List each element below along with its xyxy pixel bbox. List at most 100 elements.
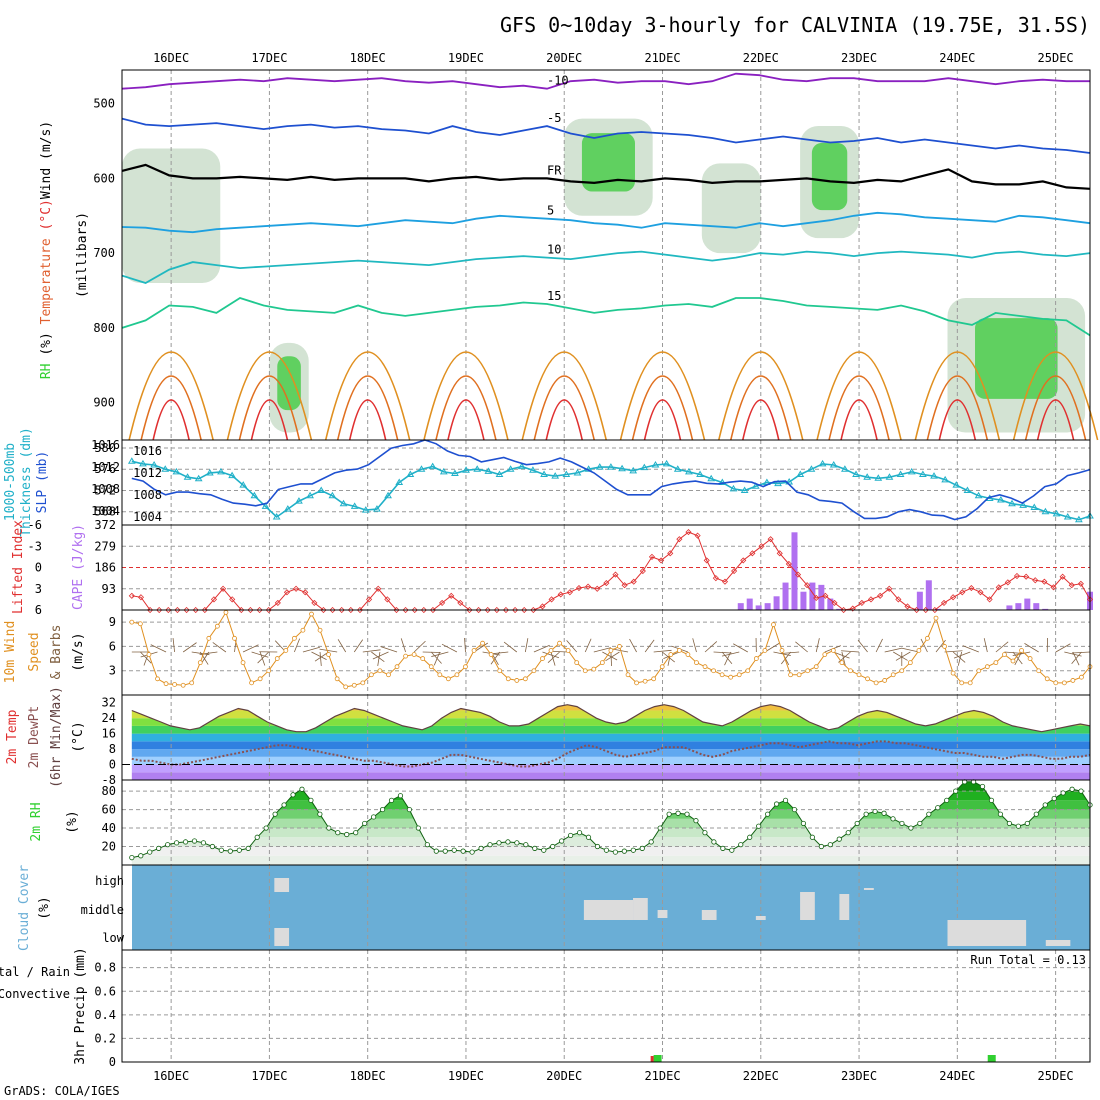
- wind-speed-point: [1044, 676, 1050, 682]
- rh-point: [227, 848, 233, 854]
- wind-speed-point: [505, 676, 511, 682]
- x-tick-label-bottom: 19DEC: [448, 1069, 484, 1083]
- warm-isotherm: [938, 399, 977, 441]
- wind-barb: [490, 651, 509, 655]
- wind-speed-point: [736, 672, 742, 678]
- lifted-index-point: [229, 596, 236, 603]
- wind-speed-point: [788, 672, 793, 678]
- wind-barb: [337, 639, 347, 653]
- rh-point: [532, 845, 538, 851]
- warm-isotherm: [140, 375, 202, 441]
- y-tick-label: 580: [94, 441, 116, 455]
- y-tick-label: 568: [94, 505, 116, 519]
- lifted-index-point: [475, 606, 482, 614]
- wind-barb: [431, 651, 449, 657]
- thickness-point: [718, 478, 727, 485]
- rh-y-label-1: 2m RH: [29, 802, 44, 841]
- lifted-index-point: [274, 599, 281, 606]
- x-tick-label-top: 21DEC: [644, 51, 680, 65]
- thickness-point: [896, 470, 905, 478]
- cape-bar: [818, 584, 825, 610]
- wind-speed-point: [685, 652, 691, 657]
- wind-barb: [795, 641, 808, 653]
- rh-point: [765, 811, 771, 817]
- lifted-index-point: [347, 606, 354, 614]
- wind-barb: [629, 638, 637, 653]
- wind-barb: [995, 641, 1009, 653]
- rh-point: [451, 847, 457, 853]
- thickness-point: [339, 499, 348, 507]
- lifted-index-point: [594, 585, 601, 592]
- wind-barb: [841, 650, 860, 653]
- wind-speed-point: [676, 648, 682, 653]
- thickness-point: [774, 479, 782, 487]
- cloud-y-label-1: Cloud Cover: [17, 865, 32, 951]
- panel-frame-wind: [121, 609, 1091, 696]
- wind-speed-point: [907, 660, 913, 666]
- lifted-index-point: [621, 582, 628, 589]
- rh-point: [603, 847, 610, 853]
- lifted-index-point: [128, 592, 135, 599]
- wind-speed-point: [522, 676, 528, 682]
- thickness-point: [863, 473, 872, 480]
- wind-speed-point: [172, 682, 178, 687]
- slp-tick-hidden: 1004: [91, 504, 120, 518]
- wind-speed-point: [334, 676, 340, 682]
- rh-point: [612, 849, 618, 855]
- cape-bar: [773, 596, 780, 610]
- rh-point: [684, 811, 690, 817]
- rh-point: [899, 820, 905, 827]
- x-tick-label-bottom: 16DEC: [153, 1069, 189, 1083]
- cape-bar: [782, 582, 789, 610]
- lifted-index-point: [448, 592, 455, 599]
- slp-tick-label: 1008: [133, 488, 162, 502]
- rh-point: [782, 797, 789, 803]
- temp-band: [122, 687, 1090, 695]
- lifted-index-point: [530, 606, 537, 614]
- wind-speed-point: [950, 670, 956, 676]
- lifted-index-point: [493, 606, 500, 614]
- lifted-index-point: [320, 606, 327, 614]
- wind-speed-point: [351, 682, 357, 688]
- isotherm-line: [121, 163, 1091, 190]
- y-tick-label: 0.4: [94, 1008, 116, 1022]
- thickness-point: [696, 470, 704, 478]
- rh-point: [648, 839, 654, 845]
- lifted-index-point: [311, 599, 318, 606]
- precip-legend-total: Total / Rain: [0, 965, 70, 979]
- isotherm-line: [121, 297, 1091, 337]
- y-tick-label: -3: [28, 539, 42, 553]
- thickness-point: [517, 462, 526, 470]
- rh-point: [675, 810, 681, 816]
- lifted-index-point: [804, 582, 811, 589]
- temp-band: [131, 710, 1090, 719]
- warm-isotherm: [828, 375, 890, 441]
- isotherm-label: 10: [547, 243, 561, 257]
- wind-speed-point: [531, 668, 537, 674]
- wind-speed-point: [933, 615, 939, 621]
- cape-bar: [1033, 603, 1040, 610]
- cloud-level-label: high: [95, 874, 124, 888]
- rh-y-label-2: (%): [65, 810, 80, 833]
- y-tick-label: 8: [109, 742, 116, 756]
- rh-point: [711, 839, 717, 845]
- rh-point: [424, 842, 430, 848]
- rh-point: [1051, 795, 1057, 802]
- wind-speed-point: [129, 619, 135, 625]
- rh-point: [917, 820, 923, 827]
- rh-point: [174, 840, 180, 846]
- wind-barb: [644, 639, 655, 653]
- wind-barb: [372, 651, 389, 660]
- lifted-index-point: [384, 596, 391, 603]
- lifted-index-point: [940, 599, 948, 606]
- wind-speed-point: [873, 680, 879, 686]
- wind-barb: [464, 637, 466, 653]
- thickness-point: [952, 481, 961, 488]
- lifted-index-point: [922, 606, 929, 614]
- wind-speed-point: [232, 635, 237, 641]
- cloud-block: [657, 910, 668, 918]
- wind-barb: [952, 651, 966, 663]
- wind-barb: [953, 651, 971, 659]
- y-tick-label: 16: [102, 727, 116, 741]
